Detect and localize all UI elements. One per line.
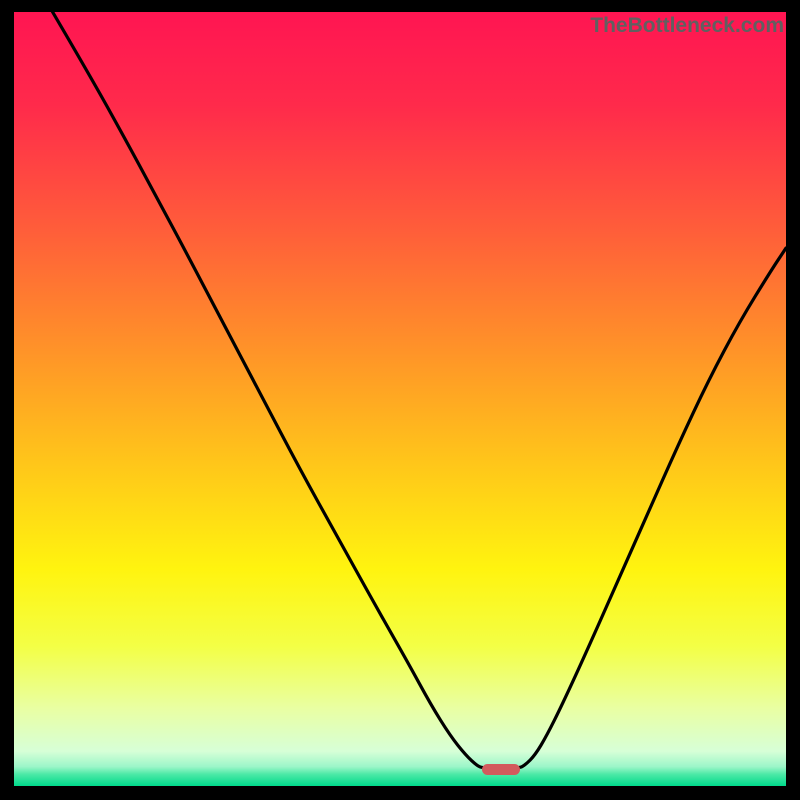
optimal-marker [482, 764, 520, 775]
plot-background-gradient [14, 12, 786, 786]
watermark-label: TheBottleneck.com [590, 14, 784, 38]
